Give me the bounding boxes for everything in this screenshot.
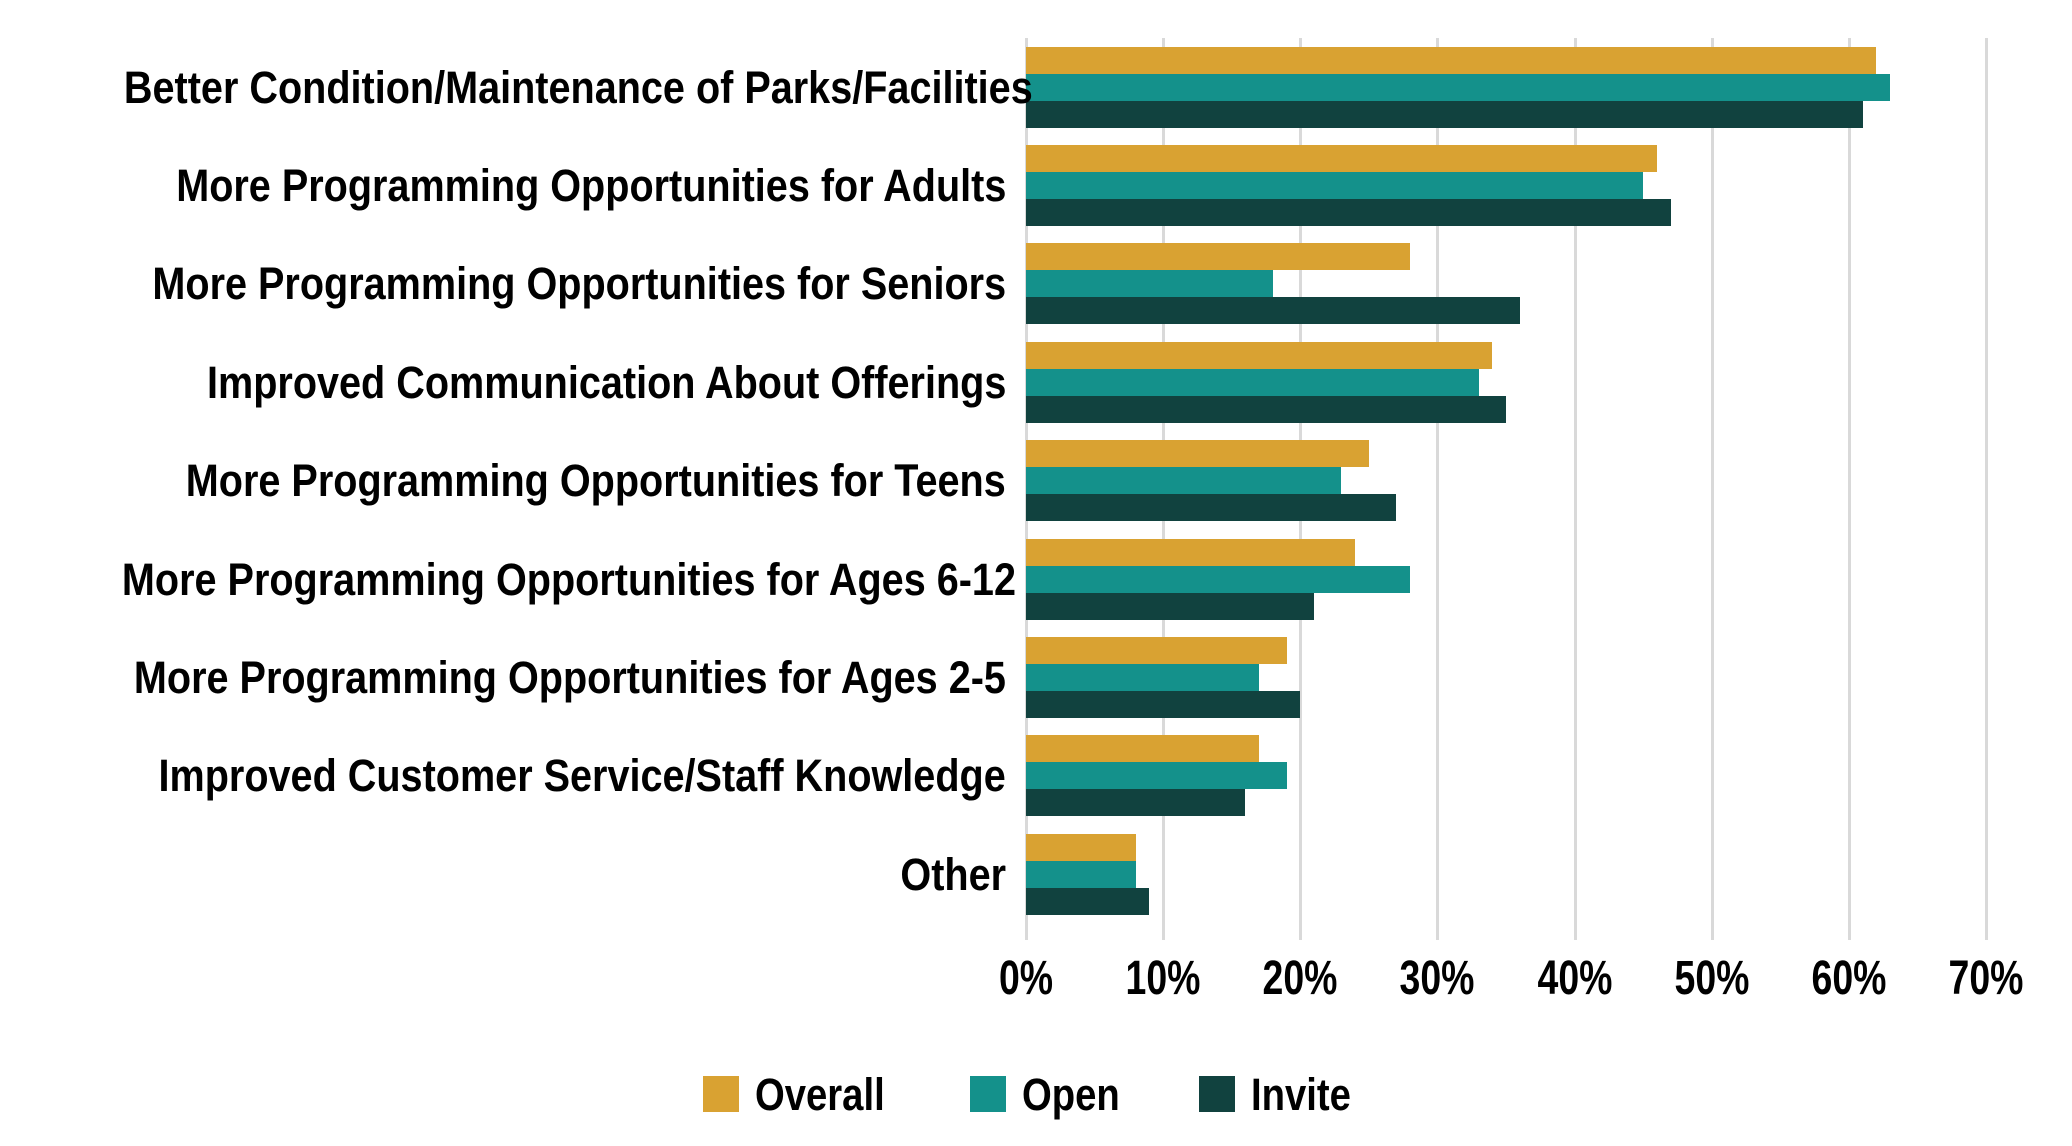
category-row: Other	[0, 825, 2072, 923]
bar-invite	[1026, 297, 1520, 325]
category-row: Better Condition/Maintenance of Parks/Fa…	[0, 38, 2072, 136]
bar-group	[1026, 333, 1986, 431]
tick-mark	[1847, 924, 1851, 940]
gridline	[1985, 38, 1988, 924]
legend-swatch-icon	[703, 1076, 740, 1112]
category-label: Improved Communication About Offerings	[0, 360, 1006, 405]
category-rows: Better Condition/Maintenance of Parks/Fa…	[0, 38, 2072, 924]
bar-group	[1026, 628, 1986, 726]
bar-open	[1026, 73, 1890, 101]
bar-invite	[1026, 789, 1246, 817]
bar-overall	[1026, 341, 1493, 369]
category-label-text: More Programming Opportunities for Ages …	[133, 652, 1006, 704]
category-row: Improved Communication About Offerings	[0, 333, 2072, 431]
gridline	[1436, 38, 1440, 924]
gridline	[1573, 38, 1577, 924]
bar-group	[1026, 825, 1986, 923]
tick-mark	[1025, 924, 1028, 940]
tick-mark	[1985, 924, 1988, 940]
category-row: More Programming Opportunities for Ages …	[0, 628, 2072, 726]
x-axis-label: 10%	[1125, 952, 1201, 1005]
bar-open	[1026, 565, 1410, 593]
tick-mark	[1436, 924, 1440, 940]
bar-overall	[1026, 46, 1877, 74]
category-label: More Programming Opportunities for Teens	[0, 458, 1006, 503]
x-axis-label: 40%	[1537, 952, 1613, 1005]
x-axis-tick-marks	[1025, 924, 1988, 940]
category-row: More Programming Opportunities for Ages …	[0, 530, 2072, 628]
bar-open	[1026, 368, 1479, 396]
legend-item-invite: Invite	[1199, 1072, 1369, 1117]
bar-overall	[1026, 833, 1136, 861]
category-label-text: More Programming Opportunities for Teens	[186, 455, 1006, 507]
gridline	[1847, 38, 1851, 924]
bar-group	[1026, 38, 1986, 136]
tick-mark	[1162, 924, 1166, 940]
tick-mark	[1710, 924, 1714, 940]
bar-open	[1026, 172, 1644, 200]
bar-overall	[1026, 735, 1260, 763]
bar-open	[1026, 467, 1342, 495]
bar-group	[1026, 727, 1986, 825]
category-row: More Programming Opportunities for Senio…	[0, 235, 2072, 333]
bar-invite	[1026, 592, 1314, 620]
category-label-text: More Programming Opportunities for Ages …	[121, 553, 1016, 605]
legend-label: Overall	[755, 1068, 886, 1120]
bar-open	[1026, 270, 1273, 298]
x-axis-label: 0%	[998, 952, 1054, 1005]
category-row: Improved Customer Service/Staff Knowledg…	[0, 727, 2072, 825]
bar-invite	[1026, 199, 1671, 227]
x-axis-label: 70%	[1948, 952, 2024, 1005]
bar-overall	[1026, 145, 1657, 173]
x-axis-label: 30%	[1399, 952, 1475, 1005]
category-label-text: Improved Customer Service/Staff Knowledg…	[158, 750, 1006, 802]
bar-open	[1026, 664, 1260, 692]
category-label: Better Condition/Maintenance of Parks/Fa…	[0, 65, 1033, 110]
legend-swatch-icon	[1199, 1076, 1236, 1112]
category-label: Improved Customer Service/Staff Knowledg…	[0, 753, 1006, 798]
bar-overall	[1026, 538, 1356, 566]
category-row: More Programming Opportunities for Adult…	[0, 136, 2072, 234]
bar-group	[1026, 530, 1986, 628]
bar-group	[1026, 136, 1986, 234]
bar-invite	[1026, 691, 1301, 719]
x-axis-label: 50%	[1674, 952, 1750, 1005]
category-label: More Programming Opportunities for Senio…	[0, 261, 1006, 306]
bar-invite	[1026, 395, 1506, 423]
category-row: More Programming Opportunities for Teens	[0, 432, 2072, 530]
bar-overall	[1026, 243, 1410, 271]
legend-item-overall: Overall	[703, 1072, 908, 1117]
bar-open	[1026, 762, 1287, 790]
bar-group	[1026, 235, 1986, 333]
x-axis-label: 20%	[1262, 952, 1338, 1005]
category-label: More Programming Opportunities for Adult…	[0, 163, 1006, 208]
bar-overall	[1026, 637, 1287, 665]
legend-label: Invite	[1251, 1068, 1351, 1120]
category-label-text: Improved Communication About Offerings	[206, 356, 1006, 408]
legend-label: Open	[1022, 1068, 1120, 1120]
bar-invite	[1026, 100, 1863, 128]
category-label-text: Other	[900, 848, 1006, 900]
tick-mark	[1573, 924, 1577, 940]
legend-item-open: Open	[970, 1072, 1137, 1117]
legend: Overall Open Invite	[0, 1058, 2072, 1130]
bar-open	[1026, 860, 1136, 888]
bar-invite	[1026, 494, 1397, 522]
bar-invite	[1026, 887, 1150, 915]
category-label: More Programming Opportunities for Ages …	[0, 557, 1016, 602]
category-label: More Programming Opportunities for Ages …	[0, 655, 1006, 700]
legend-swatch-icon	[970, 1076, 1007, 1112]
category-label: Other	[0, 852, 1006, 897]
bar-overall	[1026, 440, 1369, 468]
gridline	[1710, 38, 1714, 924]
category-label-text: More Programming Opportunities for Adult…	[175, 160, 1006, 212]
bar-group	[1026, 432, 1986, 530]
x-axis-label: 60%	[1811, 952, 1887, 1005]
category-label-text: More Programming Opportunities for Senio…	[152, 258, 1006, 310]
x-axis-labels: 0% 10% 20% 30% 40% 50% 60% 70%	[999, 944, 2024, 1014]
tick-mark	[1299, 924, 1303, 940]
category-label-text: Better Condition/Maintenance of Parks/Fa…	[123, 61, 1033, 113]
